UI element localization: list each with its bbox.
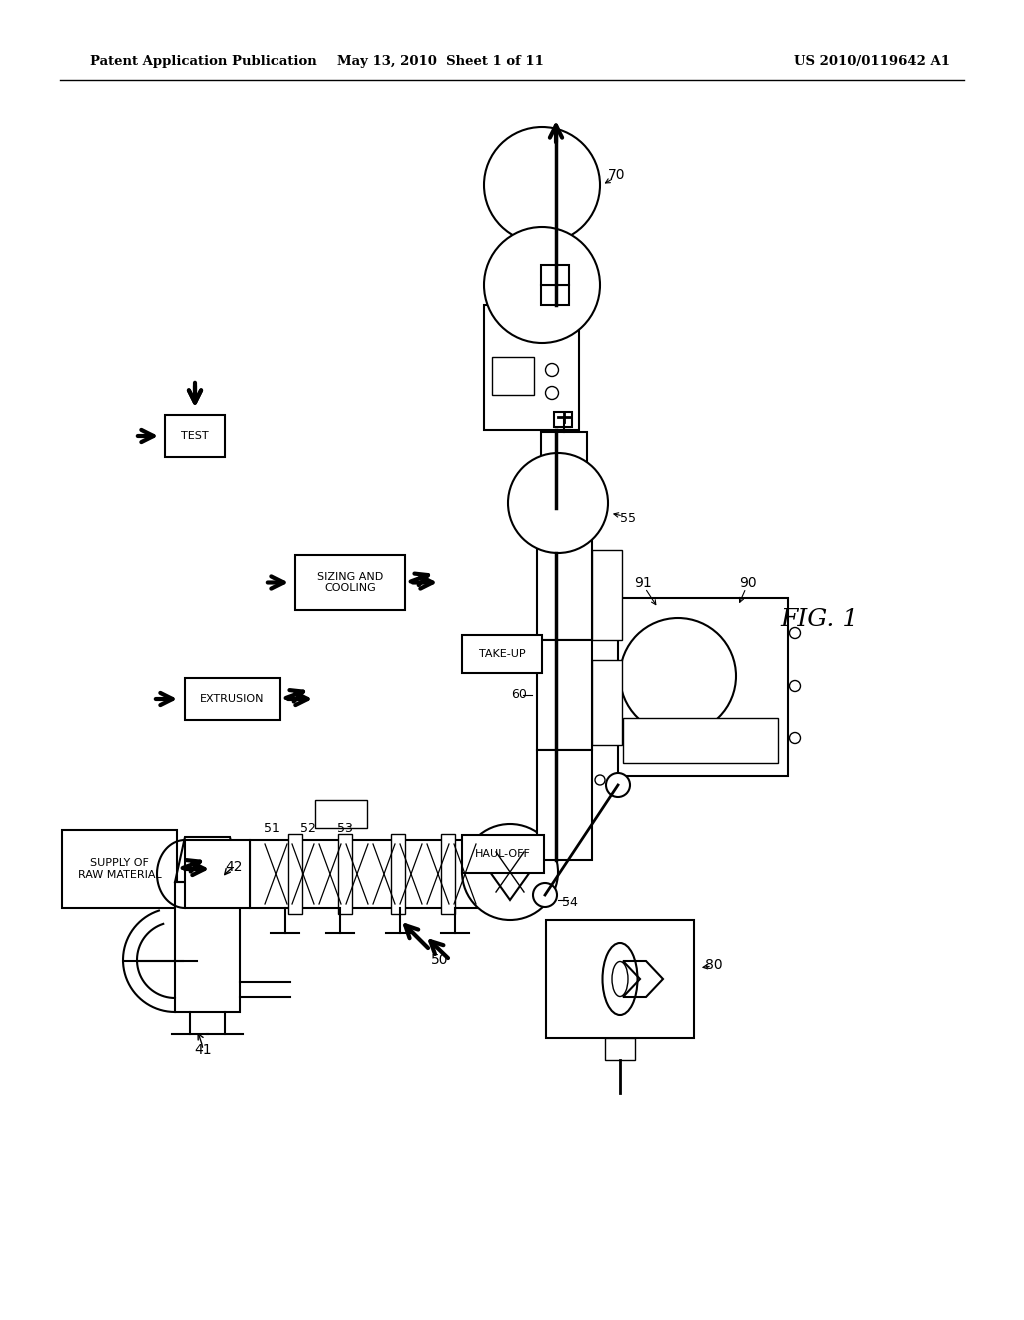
Circle shape [606, 774, 630, 797]
Text: 70: 70 [608, 168, 626, 182]
Text: 80: 80 [706, 958, 723, 972]
Circle shape [484, 127, 600, 243]
Text: 60: 60 [511, 689, 527, 701]
Text: May 13, 2010  Sheet 1 of 11: May 13, 2010 Sheet 1 of 11 [337, 55, 544, 69]
Bar [537, 750, 592, 861]
Circle shape [484, 227, 600, 343]
Text: SIZING AND
COOLING: SIZING AND COOLING [316, 572, 383, 593]
Bar [541, 470, 587, 508]
Bar [338, 834, 352, 913]
Bar [546, 920, 694, 1038]
Bar [492, 356, 534, 395]
Circle shape [534, 883, 557, 907]
Bar [462, 635, 542, 673]
Circle shape [790, 681, 801, 692]
Circle shape [589, 477, 599, 487]
Text: TEST: TEST [181, 432, 209, 441]
Text: SUPPLY OF
RAW MATERIAL: SUPPLY OF RAW MATERIAL [78, 858, 162, 880]
Text: US 2010/0119642 A1: US 2010/0119642 A1 [794, 55, 950, 69]
Bar [441, 834, 455, 913]
Circle shape [508, 453, 608, 553]
Text: 54: 54 [562, 895, 578, 908]
Circle shape [595, 775, 605, 785]
Bar [510, 285, 552, 305]
Bar [165, 414, 225, 457]
Bar [185, 840, 250, 908]
Bar [295, 554, 406, 610]
Bar [62, 830, 177, 908]
Bar [541, 285, 569, 305]
Bar [592, 660, 622, 744]
Bar [541, 432, 587, 470]
Circle shape [790, 627, 801, 639]
Circle shape [595, 665, 605, 675]
Bar [185, 678, 280, 719]
Text: FIG. 1: FIG. 1 [781, 609, 859, 631]
Text: 90: 90 [739, 576, 757, 590]
Bar [250, 840, 485, 908]
Circle shape [462, 824, 558, 920]
Bar [605, 1038, 635, 1060]
Circle shape [589, 495, 599, 506]
Text: TAKE-UP: TAKE-UP [478, 649, 525, 659]
Bar [175, 882, 240, 1012]
Text: EXTRUSION: EXTRUSION [201, 694, 265, 704]
Bar [484, 305, 579, 430]
Text: Patent Application Publication: Patent Application Publication [90, 55, 316, 69]
Circle shape [595, 554, 605, 565]
Text: 55: 55 [620, 511, 636, 524]
Bar [510, 267, 552, 285]
Bar [541, 265, 569, 285]
Circle shape [790, 733, 801, 743]
Circle shape [546, 387, 558, 400]
Text: 53: 53 [337, 821, 353, 834]
Circle shape [620, 618, 736, 734]
Text: 41: 41 [195, 1043, 212, 1057]
Bar [623, 718, 778, 763]
Text: 42: 42 [225, 861, 243, 874]
Text: 51: 51 [264, 821, 280, 834]
Bar [462, 836, 544, 873]
Bar [592, 550, 622, 640]
Text: 50: 50 [431, 953, 449, 968]
Bar [315, 800, 367, 828]
Bar [391, 834, 406, 913]
Bar [537, 640, 592, 750]
Text: 52: 52 [300, 821, 316, 834]
Bar [618, 598, 788, 776]
Bar [537, 531, 592, 640]
Circle shape [546, 363, 558, 376]
Bar [554, 412, 572, 426]
Bar [288, 834, 302, 913]
Text: HAUL-OFF: HAUL-OFF [475, 849, 530, 859]
Text: 91: 91 [634, 576, 652, 590]
